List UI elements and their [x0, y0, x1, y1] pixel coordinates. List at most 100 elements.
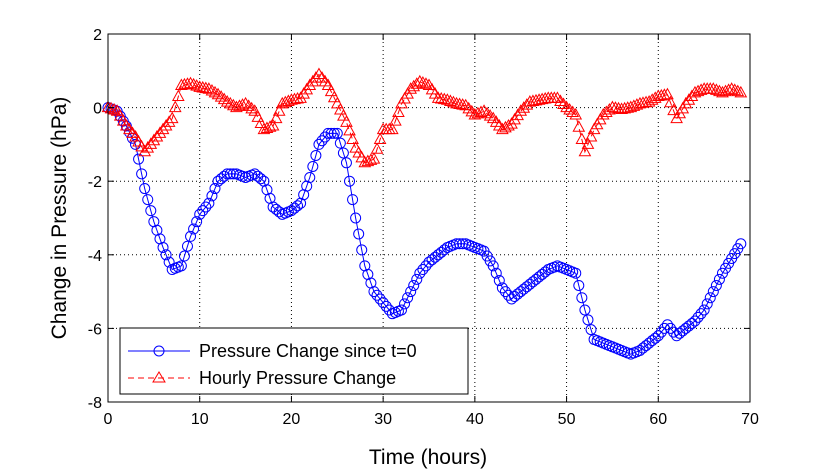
data-point	[735, 238, 747, 250]
data-point	[440, 93, 454, 105]
data-point	[520, 98, 534, 110]
data-point	[688, 85, 702, 98]
data-point	[408, 279, 420, 291]
data-point	[414, 267, 426, 279]
data-point	[581, 137, 595, 149]
x-tick-label: 30	[374, 411, 392, 428]
data-point	[453, 97, 466, 110]
data-point	[575, 132, 589, 144]
data-point	[340, 115, 353, 127]
data-point	[294, 91, 307, 103]
data-point	[364, 153, 378, 165]
data-point	[434, 91, 448, 104]
data-point	[570, 267, 582, 279]
data-point	[444, 94, 457, 106]
data-point	[624, 100, 638, 113]
data-point	[514, 104, 528, 116]
data-point	[664, 95, 677, 108]
data-point	[474, 105, 488, 118]
data-point	[566, 105, 580, 118]
data-point	[199, 81, 213, 94]
data-point	[200, 201, 212, 213]
data-point	[490, 267, 502, 279]
data-point	[487, 260, 499, 272]
data-point	[157, 241, 169, 253]
y-tick-label: -4	[88, 248, 102, 265]
data-point	[692, 311, 704, 323]
data-point	[477, 104, 491, 116]
data-point	[456, 98, 469, 110]
data-point	[223, 96, 237, 109]
data-point	[645, 93, 659, 105]
data-point	[725, 82, 739, 94]
data-point	[420, 260, 432, 272]
data-point	[202, 82, 216, 94]
data-point	[196, 80, 210, 93]
data-point	[347, 194, 359, 206]
data-point	[257, 122, 271, 135]
data-point	[661, 87, 674, 100]
data-point	[468, 107, 482, 120]
data-point	[648, 91, 662, 103]
data-point	[719, 84, 732, 97]
data-point	[107, 103, 121, 115]
data-point	[612, 101, 625, 114]
data-point	[686, 317, 698, 329]
plot-series	[101, 67, 748, 360]
data-point	[483, 109, 497, 121]
data-point	[627, 99, 641, 111]
data-point	[327, 90, 341, 103]
data-point	[187, 77, 200, 90]
data-point	[334, 137, 346, 149]
y-tick-label: 2	[93, 27, 102, 44]
data-point	[584, 130, 598, 142]
data-point	[188, 223, 200, 235]
data-point	[704, 292, 716, 304]
data-point	[706, 82, 720, 94]
data-point	[557, 97, 570, 110]
legend-label-pressure-change: Pressure Change since t=0	[199, 341, 417, 361]
data-point	[416, 76, 430, 88]
data-point	[316, 135, 328, 147]
data-point	[713, 273, 725, 285]
data-point	[139, 183, 151, 195]
data-point	[658, 322, 670, 334]
data-point	[451, 238, 463, 250]
data-point	[579, 304, 591, 316]
x-axis-label: Time (hours)	[369, 446, 487, 469]
data-point	[230, 100, 243, 113]
data-point	[511, 108, 525, 121]
data-point	[682, 93, 696, 105]
data-point	[309, 71, 323, 83]
data-point	[395, 304, 407, 316]
y-tick-label: -6	[88, 321, 102, 338]
data-point	[402, 292, 414, 304]
data-point	[356, 244, 368, 256]
data-point	[209, 183, 221, 195]
data-point	[273, 206, 285, 218]
data-point	[508, 112, 521, 125]
data-point	[272, 104, 286, 116]
data-point	[266, 118, 280, 131]
data-point	[153, 126, 167, 138]
data-point	[306, 74, 320, 87]
data-point	[419, 77, 433, 89]
data-point	[178, 250, 190, 262]
data-point	[292, 200, 304, 212]
data-point	[658, 88, 671, 100]
data-point	[208, 85, 222, 98]
data-point	[330, 96, 344, 109]
data-point	[502, 118, 515, 131]
data-point	[462, 101, 476, 114]
legend-entry-hourly-change: Hourly Pressure Change	[128, 368, 396, 388]
x-tick-label: 70	[741, 411, 759, 428]
x-tick-label: 10	[191, 411, 209, 428]
data-point	[609, 101, 622, 113]
data-point	[585, 324, 597, 336]
data-point	[144, 137, 158, 149]
x-tick-label: 60	[649, 411, 667, 428]
data-point	[417, 264, 429, 276]
data-point	[275, 96, 289, 109]
data-point	[224, 168, 236, 180]
